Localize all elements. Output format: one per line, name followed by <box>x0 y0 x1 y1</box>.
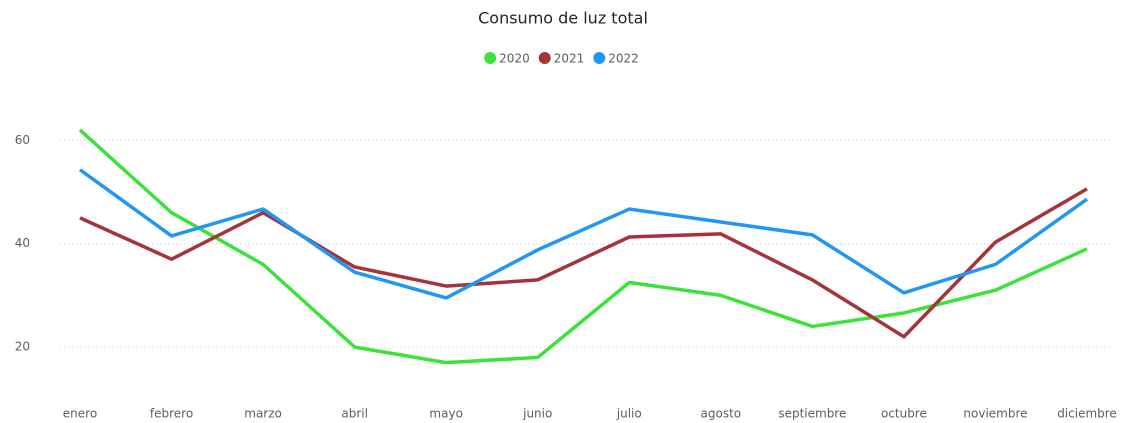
legend-marker <box>484 52 497 64</box>
chart-title: Consumo de luz total <box>478 9 648 28</box>
line-series <box>78 128 1088 365</box>
x-tick-label: noviembre <box>963 407 1027 421</box>
legend-marker <box>593 52 606 64</box>
line-series <box>79 187 1088 339</box>
y-tick-label: 40 <box>15 236 30 250</box>
y-tick-label: 20 <box>15 340 30 354</box>
x-tick-label: diciembre <box>1057 407 1117 421</box>
x-tick-label: enero <box>63 407 97 421</box>
x-tick-label: octubre <box>881 407 927 421</box>
line-series <box>78 168 1089 300</box>
x-tick-label: junio <box>522 407 552 421</box>
x-tick-label: mayo <box>429 407 463 421</box>
x-tick-label: febrero <box>150 407 193 421</box>
x-tick-label: abril <box>341 407 368 421</box>
y-tick-label: 60 <box>15 133 30 147</box>
legend-label: 2021 <box>554 52 585 66</box>
x-tick-label: marzo <box>244 407 282 421</box>
legend-marker <box>538 52 551 64</box>
x-tick-label: septiembre <box>778 407 846 421</box>
legend-label: 2022 <box>608 52 639 66</box>
legend-label: 2020 <box>499 52 530 66</box>
x-tick-label: agosto <box>701 407 742 421</box>
x-tick-label: julio <box>616 407 642 421</box>
